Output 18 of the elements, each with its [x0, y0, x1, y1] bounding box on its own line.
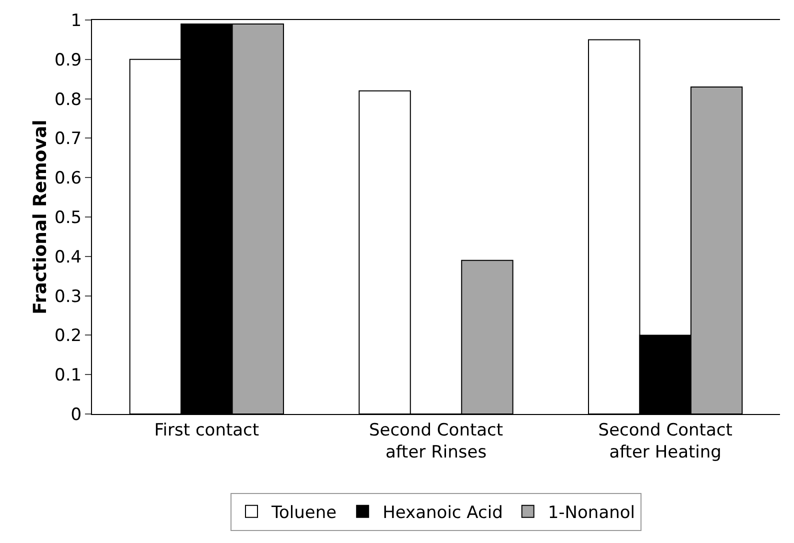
- x-tick-label: Second Contact after Heating: [598, 420, 733, 462]
- legend-label: Hexanoic Acid: [382, 502, 503, 523]
- y-tick-label: 0.4: [54, 247, 82, 268]
- legend-label: 1-Nonanol: [548, 502, 636, 523]
- y-tick-label: 0.9: [54, 50, 82, 70]
- x-tick-label: First contact: [154, 420, 260, 440]
- y-tick-label: 0.3: [54, 286, 82, 307]
- y-tick-label: 0: [70, 404, 82, 425]
- x-tick-label: Second Contact after Rinses: [368, 420, 504, 462]
- y-tick-label: 0.8: [54, 90, 82, 110]
- y-tick-label: 0.2: [54, 326, 82, 346]
- y-tick-label: 1: [70, 10, 82, 31]
- y-axis-title: Fractional Removal: [30, 120, 51, 314]
- y-tick-label: 0.5: [54, 208, 82, 228]
- y-tick-label: 0.7: [54, 129, 82, 150]
- legend-label: Toluene: [270, 502, 337, 523]
- y-tick-label: 0.6: [54, 168, 82, 189]
- y-tick-label: 0.1: [54, 366, 82, 386]
